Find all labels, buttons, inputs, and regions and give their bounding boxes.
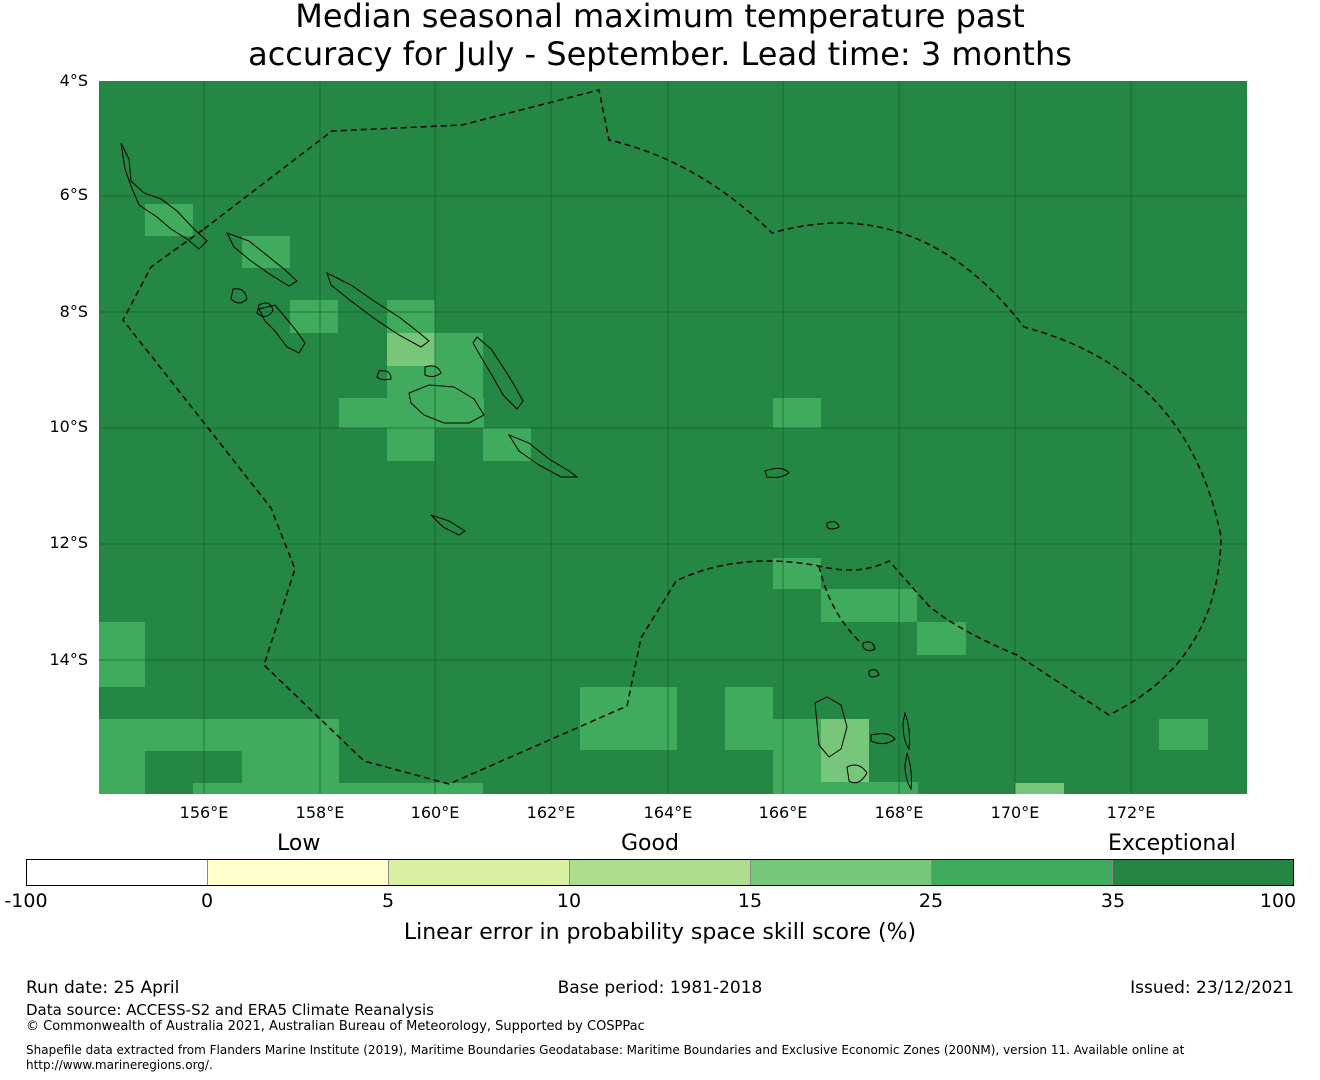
map-canvas (99, 81, 1247, 794)
vanikoro-coast (826, 521, 840, 530)
shapefile-credit-line-1: Shapefile data extracted from Flanders M… (26, 1043, 1185, 1057)
lat-label-8s: 8°S (59, 302, 88, 321)
graticule (99, 81, 1247, 794)
shapefile-credit-line-2: http://www.marineregions.org/. (26, 1058, 213, 1072)
colorbar-label: Linear error in probability space skill … (403, 920, 917, 945)
russell-islands-coast (376, 370, 392, 381)
lon-label-168e: 168°E (874, 803, 924, 822)
colorbar-tick: 5 (381, 890, 395, 912)
grid-cell (483, 428, 531, 461)
espiritu-santo-coast (814, 696, 848, 758)
colorbar (26, 859, 1294, 886)
rennell-coast (430, 514, 466, 536)
grid-cell (290, 300, 338, 333)
grid-cell (580, 687, 677, 750)
skill-score-map (99, 81, 1247, 794)
grid-cell (193, 783, 483, 794)
vanua-lava-coast (868, 669, 880, 678)
colorbar-segment (570, 860, 751, 885)
skill-cells (99, 204, 1208, 794)
grid-cell (99, 719, 339, 751)
category-label-low: Low (277, 831, 321, 856)
colorbar-segment (27, 860, 208, 885)
grid-cell (1015, 783, 1064, 794)
nendo-coast (764, 467, 790, 478)
grid-cell (821, 719, 869, 782)
new-georgia-coast (258, 304, 306, 354)
issued-date: Issued: 23/12/2021 (1130, 978, 1294, 998)
eez-boundaries (122, 89, 1222, 785)
lat-label-14s: 14°S (49, 650, 88, 669)
grid-cell (99, 622, 145, 687)
lon-label-162e: 162°E (526, 803, 576, 822)
colorbar-tick: 10 (556, 890, 582, 912)
colorbar-tick: 35 (1100, 890, 1126, 912)
lat-label-12s: 12°S (49, 533, 88, 552)
gaua-coast (862, 641, 876, 652)
colorbar-tick: 100 (1259, 890, 1297, 912)
colorbar-tick: 0 (200, 890, 214, 912)
guadalcanal-coast (408, 384, 485, 424)
map-title-line-1: Median seasonal maximum temperature past (295, 0, 1025, 35)
colorbar-segment (751, 860, 932, 885)
colorbar-segment (389, 860, 570, 885)
grid-cell (435, 333, 483, 366)
makira-coast (507, 433, 579, 478)
solomon-islands-eez-boundary (122, 89, 1222, 785)
lon-label-166e: 166°E (758, 803, 808, 822)
florida-islands-coast (424, 365, 442, 378)
lon-label-160e: 160°E (410, 803, 460, 822)
kolombangara-coast (256, 302, 274, 317)
maewo-coast (902, 711, 910, 751)
run-date: Run date: 25 April (26, 978, 180, 998)
choiseul-coast (225, 232, 298, 287)
grid-cell (387, 300, 435, 333)
lon-label-158e: 158°E (295, 803, 345, 822)
copyright-notice: © Commonwealth of Australia 2021, Austra… (26, 1019, 645, 1034)
vanuatu-eez-boundary (818, 565, 860, 642)
grid-cell (821, 589, 917, 622)
malekula-coast (846, 764, 868, 784)
lon-label-170e: 170°E (990, 803, 1040, 822)
base-period: Base period: 1981-2018 (557, 978, 763, 998)
malaita-coast (472, 336, 524, 410)
coastlines (120, 142, 912, 791)
grid-cell (1159, 719, 1208, 750)
grid-cell (99, 751, 145, 794)
grid-cell (773, 398, 821, 428)
lon-label-164e: 164°E (643, 803, 693, 822)
lon-label-172e: 172°E (1106, 803, 1156, 822)
santa-isabel-coast (326, 272, 430, 348)
lon-label-156e: 156°E (179, 803, 229, 822)
lat-label-10s: 10°S (49, 417, 88, 436)
colorbar-segment (1113, 860, 1293, 885)
lat-label-6s: 6°S (59, 185, 88, 204)
colorbar-tick: 15 (737, 890, 763, 912)
map-title-line-2: accuracy for July - September. Lead time… (248, 35, 1072, 73)
colorbar-segment (932, 860, 1113, 885)
colorbar-tick: 25 (918, 890, 944, 912)
bougainville-coast (120, 142, 208, 250)
data-source: Data source: ACCESS-S2 and ERA5 Climate … (26, 1001, 434, 1019)
grid-cell (242, 751, 339, 783)
category-label-exceptional: Exceptional (1108, 831, 1236, 856)
vella-lavella-coast (230, 288, 248, 304)
category-label-good: Good (621, 831, 679, 856)
grid-cell (773, 719, 821, 782)
grid-cell (773, 782, 918, 794)
lat-label-4s: 4°S (59, 71, 88, 90)
colorbar-segment (208, 860, 389, 885)
grid-cell (917, 622, 966, 655)
grid-cell (387, 333, 435, 366)
pentecost-coast (904, 752, 912, 791)
grid-cell (387, 428, 435, 461)
ambae-coast (870, 733, 896, 745)
colorbar-tick: -100 (4, 890, 48, 912)
grid-cell (725, 687, 773, 750)
